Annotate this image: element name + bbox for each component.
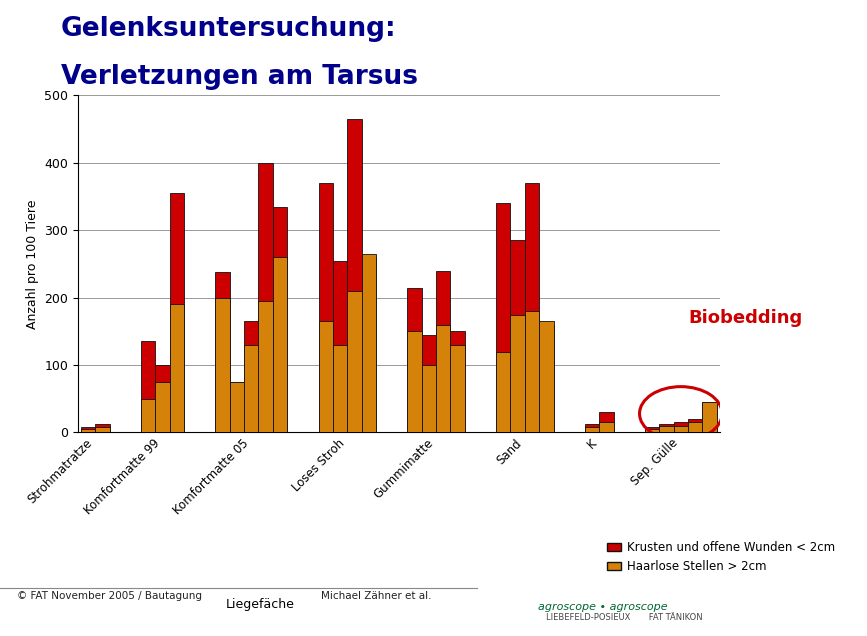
Bar xyxy=(230,382,244,432)
Bar xyxy=(170,193,184,432)
Bar xyxy=(436,271,450,432)
Bar xyxy=(496,204,511,432)
Bar xyxy=(318,183,333,432)
Bar xyxy=(674,425,688,432)
Bar xyxy=(599,422,614,432)
Bar xyxy=(585,427,599,432)
Bar xyxy=(141,342,155,432)
Bar xyxy=(333,345,348,432)
Bar xyxy=(645,429,659,432)
Bar xyxy=(511,314,525,432)
Bar xyxy=(81,429,95,432)
Text: LIEBEFELD-POSIEUX       FAT TÄNIKON: LIEBEFELD-POSIEUX FAT TÄNIKON xyxy=(546,613,703,622)
Bar xyxy=(273,207,287,432)
Bar xyxy=(81,427,95,432)
Bar xyxy=(525,183,539,432)
Bar xyxy=(362,254,376,432)
Text: Verletzungen am Tarsus: Verletzungen am Tarsus xyxy=(61,64,418,90)
Bar xyxy=(688,422,702,432)
Bar xyxy=(659,425,674,432)
Bar xyxy=(215,298,230,432)
Text: Biobedding: Biobedding xyxy=(688,309,803,327)
Bar xyxy=(362,257,376,432)
Text: Gelenksuntersuchung:: Gelenksuntersuchung: xyxy=(61,16,396,42)
Bar xyxy=(141,399,155,432)
Bar xyxy=(674,422,688,432)
Text: © FAT November 2005 / Bautagung: © FAT November 2005 / Bautagung xyxy=(17,591,202,601)
Bar xyxy=(155,382,170,432)
Bar xyxy=(511,240,525,432)
Bar xyxy=(421,365,436,432)
Bar xyxy=(450,345,465,432)
Legend: Krusten und offene Wunden < 2cm, Haarlose Stellen > 2cm: Krusten und offene Wunden < 2cm, Haarlos… xyxy=(607,541,835,573)
Bar xyxy=(244,345,258,432)
Bar xyxy=(702,402,717,432)
Bar xyxy=(348,291,362,432)
Bar xyxy=(95,424,109,432)
Bar xyxy=(421,335,436,432)
Bar xyxy=(645,427,659,432)
Bar xyxy=(688,419,702,432)
Bar xyxy=(525,311,539,432)
Bar xyxy=(348,119,362,432)
Bar xyxy=(258,163,273,432)
Bar xyxy=(407,331,421,432)
Bar xyxy=(450,331,465,432)
Bar xyxy=(95,427,109,432)
Bar xyxy=(333,261,348,432)
Bar xyxy=(273,257,287,432)
Bar xyxy=(244,321,258,432)
Bar xyxy=(155,365,170,432)
Text: agroscope • agroscope: agroscope • agroscope xyxy=(538,602,668,612)
Bar xyxy=(318,321,333,432)
Bar xyxy=(539,324,553,432)
Bar xyxy=(539,321,553,432)
Y-axis label: Anzahl pro 100 Tiere: Anzahl pro 100 Tiere xyxy=(26,199,39,329)
Bar xyxy=(258,301,273,432)
Bar xyxy=(407,287,421,432)
Bar xyxy=(599,412,614,432)
Text: Liegefäche: Liegefäche xyxy=(225,598,295,611)
Bar xyxy=(170,305,184,432)
Bar xyxy=(496,352,511,432)
Bar xyxy=(436,324,450,432)
Bar xyxy=(702,402,717,432)
Text: Michael Zähner et al.: Michael Zähner et al. xyxy=(321,591,431,601)
Bar xyxy=(659,424,674,432)
Bar xyxy=(230,382,244,432)
Bar xyxy=(585,424,599,432)
Bar xyxy=(215,272,230,432)
